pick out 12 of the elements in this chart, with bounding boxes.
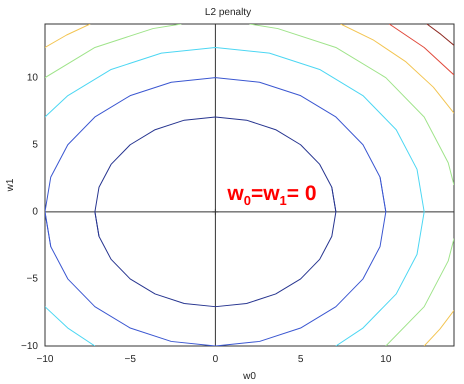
y-tick-label: −10 — [20, 340, 38, 352]
y-tick-label: −5 — [26, 274, 38, 285]
y-tick-label: 10 — [26, 72, 38, 84]
x-tick-label: 10 — [380, 354, 392, 365]
x-axis-title: w0 — [242, 370, 256, 382]
x-tick-label: 0 — [212, 354, 219, 365]
y-tick-label: 0 — [32, 206, 38, 218]
y-axis-title: w1 — [4, 178, 16, 192]
y-tick-label: 5 — [32, 140, 38, 150]
chart-title: L2 penalty — [204, 6, 252, 18]
x-tick-label: −5 — [124, 354, 136, 365]
x-tick-label: 5 — [298, 354, 304, 365]
